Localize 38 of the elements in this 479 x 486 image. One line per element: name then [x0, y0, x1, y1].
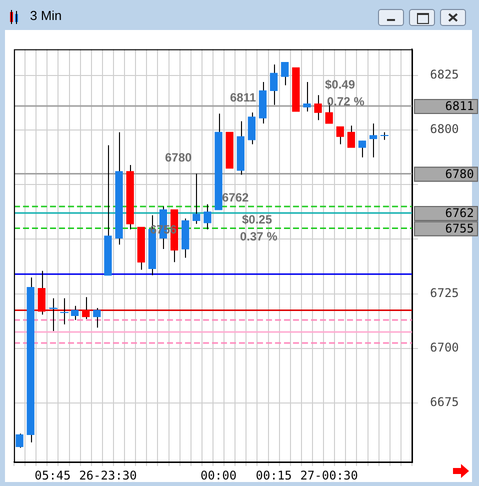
y-tick-label: 6825 — [430, 68, 459, 82]
candlestick — [347, 125, 356, 148]
y-tick-label: 6800 — [430, 122, 459, 136]
x-tick-label: 27-00:30 — [300, 468, 358, 482]
candlestick — [336, 126, 344, 145]
candlestick — [369, 122, 378, 158]
annotation: 0.37 % — [240, 229, 278, 244]
candlestick — [204, 204, 212, 230]
candlestick — [38, 270, 46, 316]
ref-line-label: 6811 — [445, 99, 474, 114]
ref-line-label: 6780 — [445, 166, 474, 181]
candlestick — [281, 62, 289, 86]
annotation: 6780 — [165, 150, 192, 164]
annotation: $0.25 — [242, 212, 272, 226]
candlestick — [93, 308, 101, 328]
y-tick-label: 6675 — [430, 395, 459, 410]
candlestick — [192, 173, 200, 224]
ref-line-label: 6762 — [445, 206, 474, 220]
annotation: 6811 — [230, 90, 256, 104]
candlestick — [314, 94, 322, 121]
x-tick-label: 26-23:30 — [79, 468, 137, 482]
annotation: 0.72 % — [327, 94, 365, 108]
candlestick — [358, 140, 366, 158]
chart-title: 3 Min — [30, 8, 62, 23]
annotation: 6762 — [222, 190, 250, 204]
y-tick-label: 6725 — [430, 286, 459, 300]
annotation: $0.49 — [325, 77, 356, 92]
candlestick — [248, 112, 256, 145]
x-tick-label: 00:00 — [200, 468, 237, 482]
annotation: 6756 — [150, 222, 178, 236]
candlestick — [82, 296, 90, 320]
candlestick — [70, 305, 79, 321]
y-tick-label: 6700 — [430, 340, 459, 355]
x-tick-label: 05:45 — [34, 468, 71, 482]
candlestick — [270, 64, 278, 106]
ref-line-label: 6755 — [445, 221, 474, 236]
x-tick-label: 00:15 — [256, 468, 292, 482]
candlestick — [303, 81, 311, 112]
